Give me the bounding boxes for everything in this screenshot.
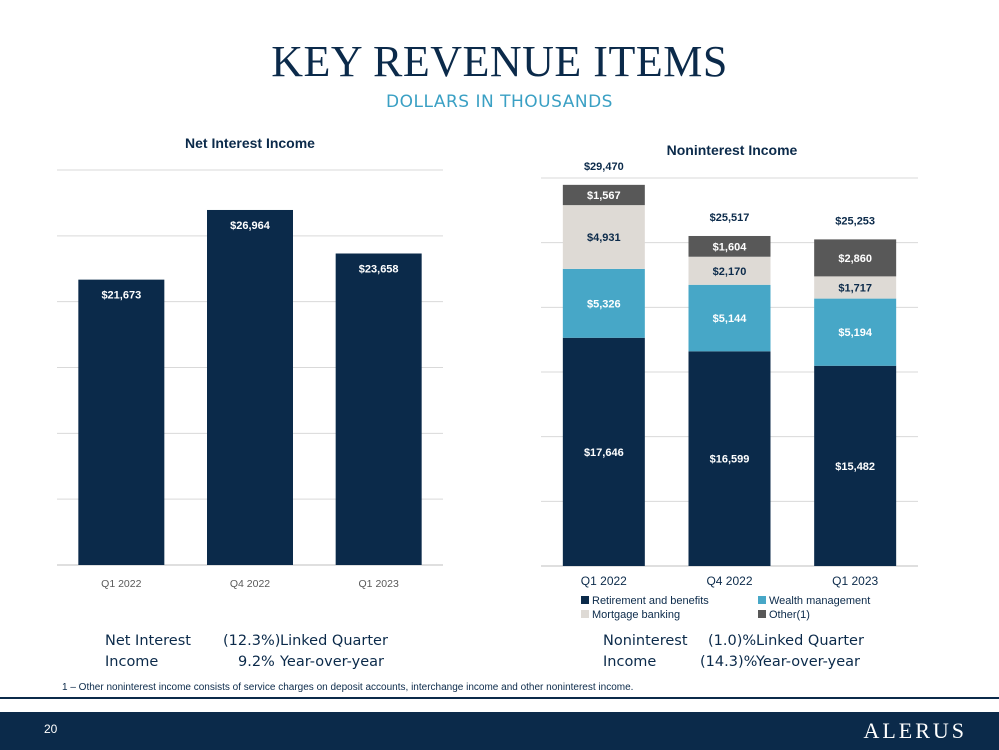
bar-data-label: $23,658 [359,264,399,276]
chart-title: Net Interest Income [185,135,315,151]
segment-data-label: $5,326 [587,298,621,310]
footnote: 1 – Other noninterest income consists of… [62,682,634,693]
bar-data-label: $26,964 [230,220,271,232]
segment-data-label: $1,567 [587,190,621,202]
segment-data-label: $1,604 [713,241,748,253]
legend-swatch [758,610,766,618]
company-logo: ALERUS [863,718,967,743]
x-tick-label: Q1 2023 [359,578,399,590]
legend-label: Retirement and benefits [592,595,709,607]
x-tick-label: Q1 2023 [832,574,878,588]
page-title: KEY REVENUE ITEMS [271,37,728,86]
net-interest-income-chart: Net Interest Income $21,673 Q1 2022 $26,964… [57,135,443,590]
segment-data-label: $5,194 [838,327,873,339]
stacked-bar-segment [688,256,771,285]
x-tick-label: Q4 2022 [230,578,270,590]
legend-label: Wealth management [769,595,870,607]
x-tick-label: Q1 2022 [581,574,627,588]
summary-desc: Year-over-year [756,654,861,670]
stacked-bar-segment [562,184,645,206]
stacked-bar-segment [688,284,771,352]
summary-desc: Linked Quarter [756,633,864,649]
chart-title: Noninterest Income [667,142,798,158]
summary-label: Net Interest [105,633,191,649]
segment-data-label: $1,717 [838,282,872,294]
stacked-bar-segment [562,337,645,566]
segment-data-label: $4,931 [587,232,621,244]
noninterest-income-chart: Noninterest Income $17,646 $5,326 $4,931 $1,… [541,142,918,621]
legend-swatch [758,596,766,604]
segment-data-label: $16,599 [710,454,750,466]
summary-value: 9.2% [238,654,275,670]
total-data-label: $25,253 [835,215,875,227]
segment-data-label: $17,646 [584,447,624,459]
summary-label: Income [603,654,657,670]
stacked-bar-segment [562,205,645,269]
x-tick-label: Q1 2022 [101,578,141,590]
stacked-bar-segment [814,276,897,299]
segment-data-label: $15,482 [835,461,875,473]
footer-bar: 20 ALERUS [0,712,999,750]
bar [207,209,293,565]
total-data-label: $29,470 [584,161,624,173]
summary-value: (12.3%) [223,633,281,649]
bar-data-label: $21,673 [101,290,141,302]
segment-data-label: $2,170 [713,266,747,278]
summary-label: Income [105,654,159,670]
summary-value: (14.3)% [700,654,758,670]
legend-label: Mortgage banking [592,609,680,621]
stacked-bar-segment [688,235,771,257]
summary-label: Noninterest [603,633,688,649]
divider [0,697,999,699]
stacked-bar-segment [814,239,897,277]
bar [78,279,165,565]
stacked-bar-segment [814,365,897,566]
stacked-bar-segment [688,351,771,566]
segment-data-label: $2,860 [838,253,872,265]
segment-data-label: $5,144 [713,313,748,325]
bar [335,253,422,566]
summary-value: (1.0)% [708,633,757,649]
legend-swatch [581,610,589,618]
total-data-label: $25,517 [710,212,750,224]
summary-desc: Year-over-year [280,654,385,670]
page-number: 20 [44,722,58,736]
summary-desc: Linked Quarter [280,633,388,649]
legend-label: Other(1) [769,609,810,621]
page-subtitle: DOLLARS IN THOUSANDS [386,92,613,112]
x-tick-label: Q4 2022 [706,574,752,588]
stacked-bar-segment [562,268,645,338]
stacked-bar-segment [814,298,897,366]
legend-swatch [581,596,589,604]
